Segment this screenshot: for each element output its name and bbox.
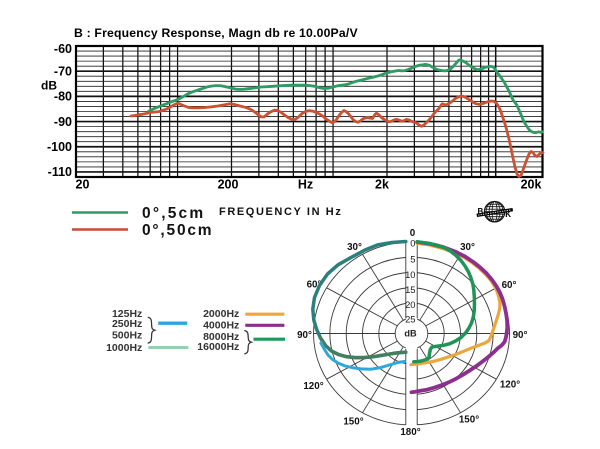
svg-text:180°: 180° (400, 427, 420, 438)
svg-text:5: 5 (410, 254, 415, 265)
svg-text:0: 0 (410, 238, 415, 249)
svg-text:8000Hz: 8000Hz (203, 331, 239, 343)
svg-text:1000Hz: 1000Hz (106, 342, 142, 354)
svg-text:0: 0 (410, 228, 416, 239)
svg-text:dB: dB (404, 329, 417, 339)
svg-text:2000Hz: 2000Hz (203, 308, 239, 320)
svg-text:60°: 60° (502, 280, 517, 291)
svg-text:10: 10 (405, 269, 415, 280)
svg-text:15: 15 (405, 284, 415, 295)
svg-text:0°,50cm: 0°,50cm (142, 222, 213, 239)
svg-text:2k: 2k (375, 178, 389, 192)
svg-text:90°: 90° (297, 330, 312, 341)
svg-text:-80: -80 (54, 90, 72, 104)
svg-text:25: 25 (405, 314, 415, 325)
svg-text:-110: -110 (48, 165, 72, 179)
svg-text:200: 200 (218, 178, 239, 192)
svg-text:FREQUENCY IN Hz: FREQUENCY IN Hz (219, 206, 342, 218)
svg-text:-90: -90 (54, 115, 72, 129)
svg-text:16000Hz: 16000Hz (197, 341, 239, 353)
svg-text:30°: 30° (460, 242, 475, 253)
svg-text:150°: 150° (459, 415, 479, 426)
svg-text:-100: -100 (47, 140, 72, 154)
svg-text:dB: dB (41, 79, 57, 93)
svg-text:20: 20 (405, 299, 415, 310)
svg-text:0°,5cm: 0°,5cm (142, 205, 205, 222)
svg-text:120°: 120° (303, 381, 323, 392)
svg-text:20k: 20k (521, 178, 542, 192)
svg-text:90°: 90° (513, 330, 528, 341)
svg-text:120°: 120° (500, 380, 520, 391)
svg-text:-70: -70 (54, 64, 72, 78)
svg-text:60°: 60° (307, 280, 322, 291)
svg-text:30°: 30° (347, 242, 362, 253)
svg-text:125Hz: 125Hz (112, 308, 142, 320)
svg-text:-60: -60 (54, 42, 72, 56)
svg-text:250Hz: 250Hz (112, 318, 142, 330)
svg-text:500Hz: 500Hz (112, 329, 142, 341)
svg-text:Hz: Hz (298, 178, 313, 192)
svg-text:B : Frequency Response, Magn d: B : Frequency Response, Magn db re 10.00… (74, 26, 358, 40)
svg-text:B: B (478, 207, 484, 216)
svg-text:150°: 150° (343, 417, 363, 428)
svg-text:4000Hz: 4000Hz (203, 320, 239, 332)
svg-text:20: 20 (76, 178, 90, 192)
svg-text:K: K (505, 210, 511, 219)
